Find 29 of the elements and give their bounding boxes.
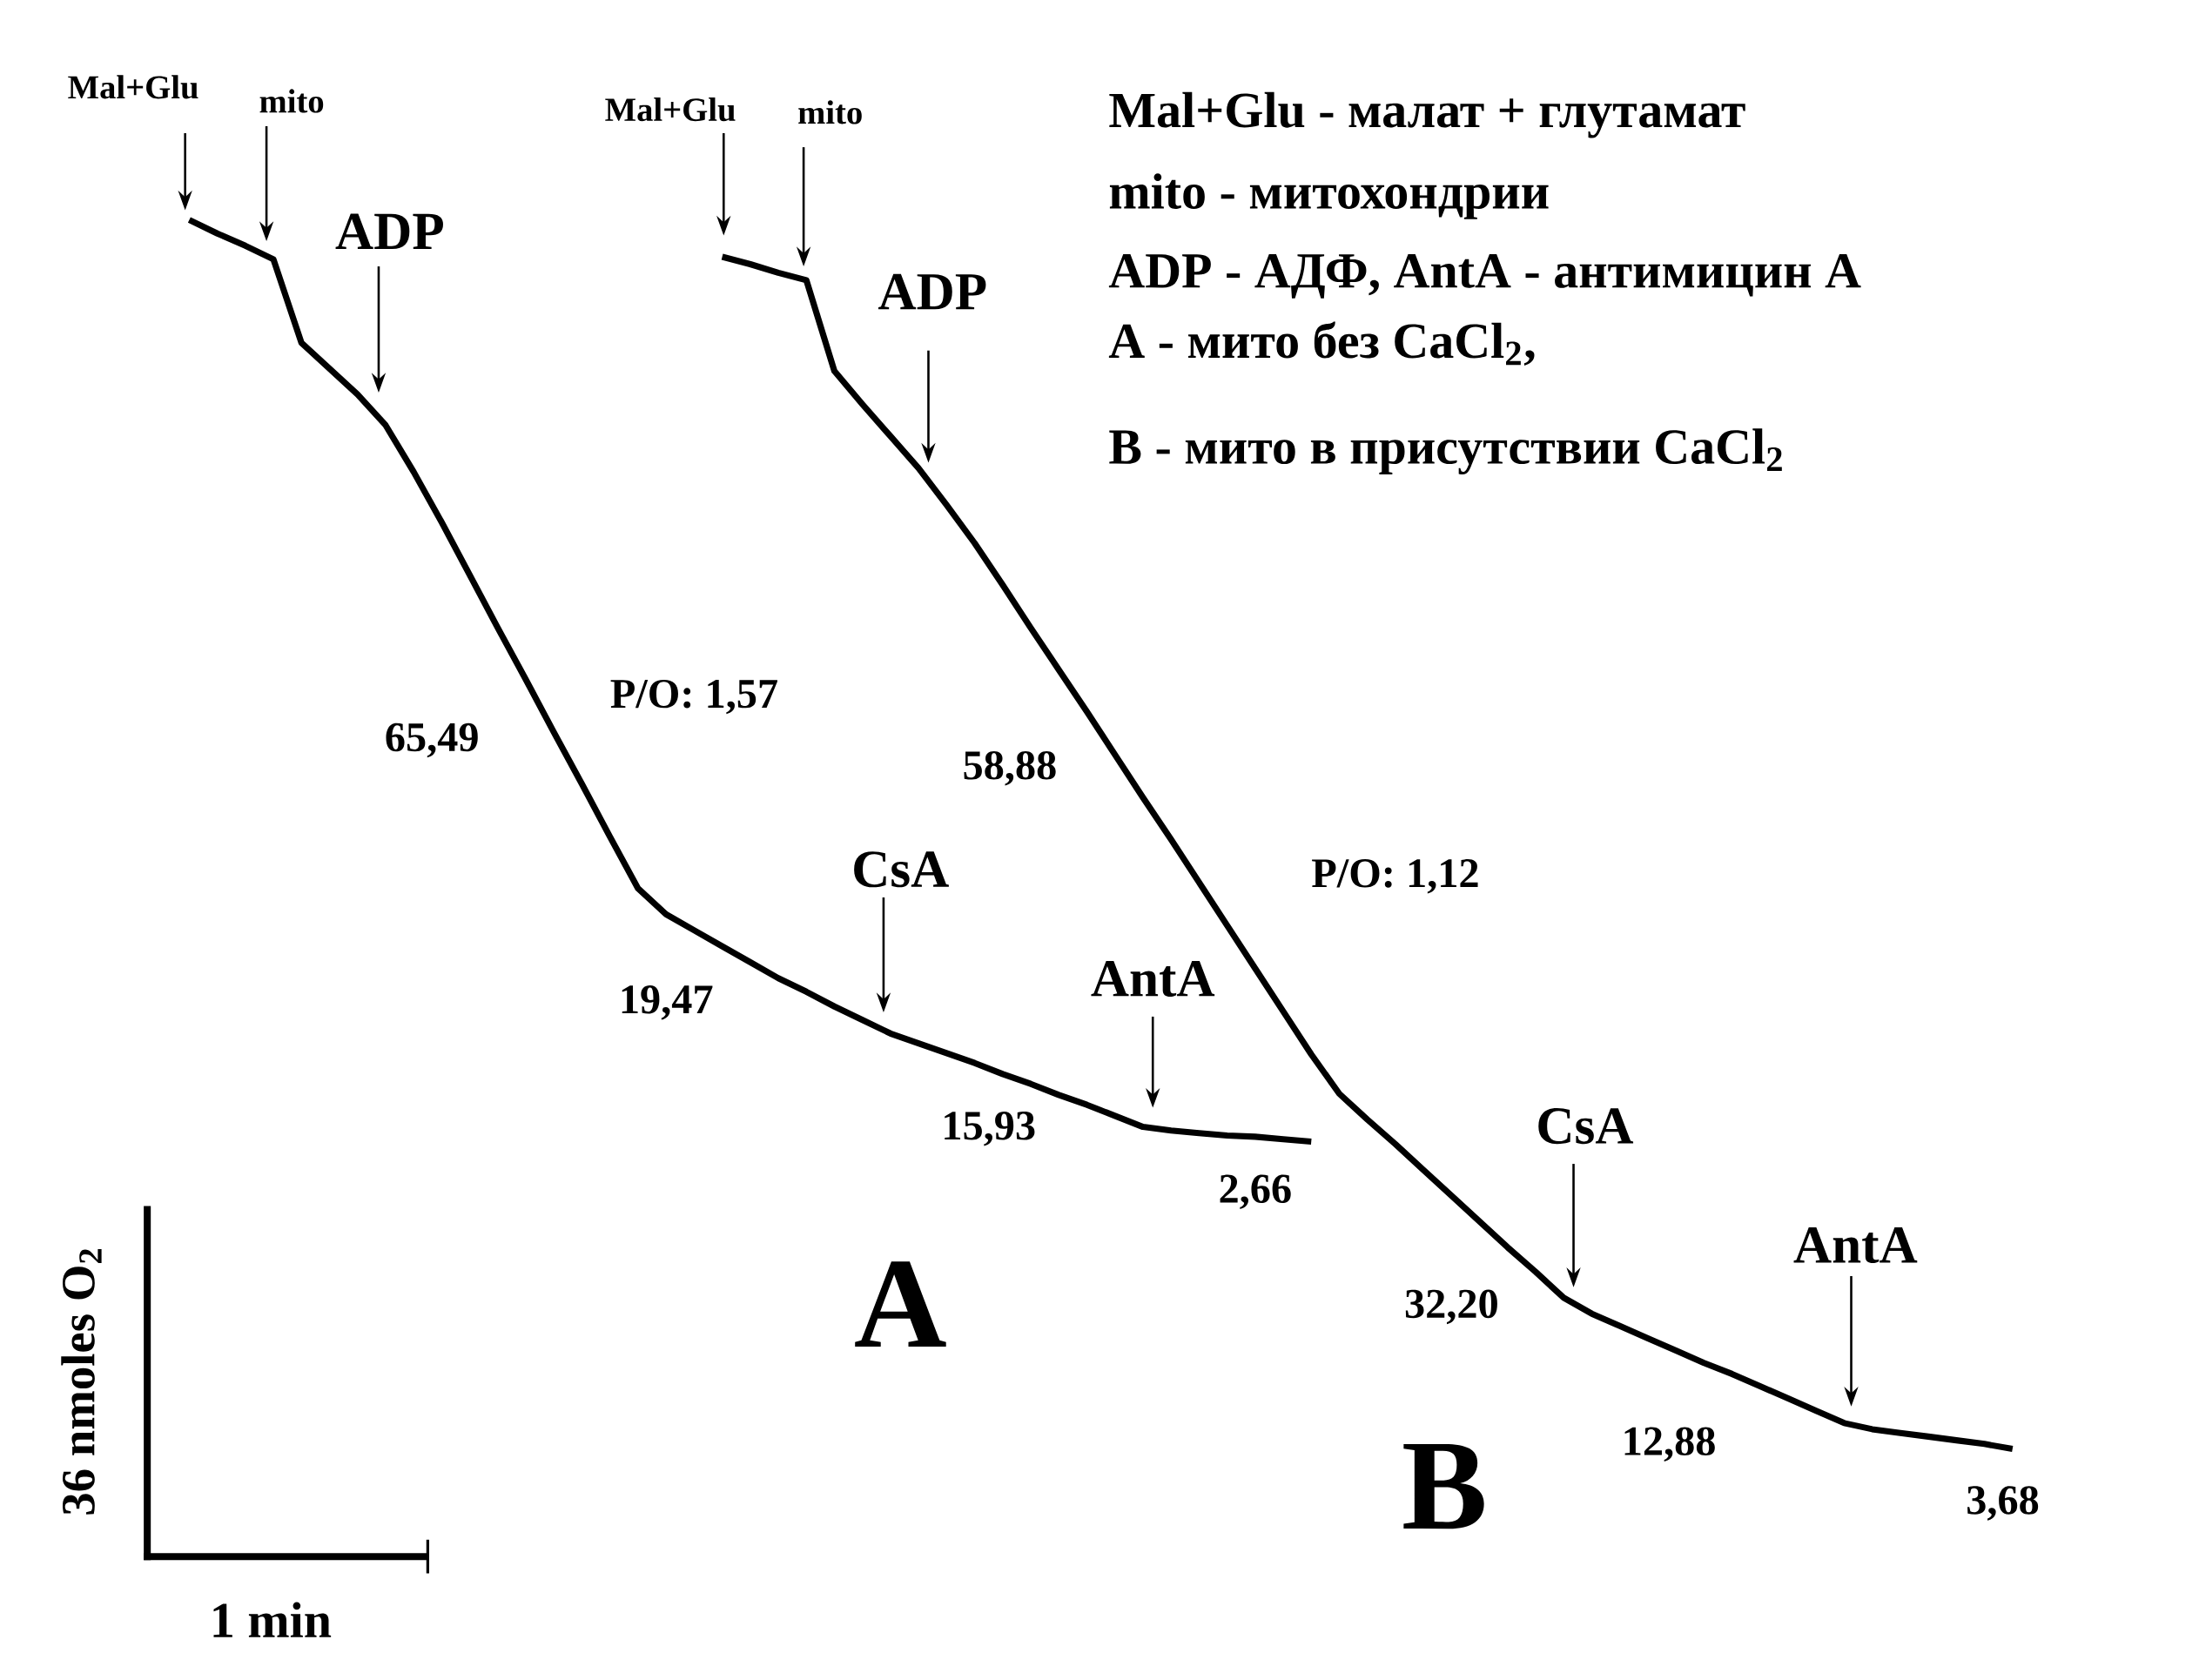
annotation: 12,88 — [1624, 1427, 1715, 1462]
annotation: 65,49 — [386, 722, 478, 758]
text: mito — [259, 89, 324, 113]
annotation: AntA — [1091, 961, 1215, 997]
text: Mal+Glu — [605, 97, 736, 122]
text: mito - митохондрии — [1109, 173, 1549, 219]
annotation: CsA — [854, 851, 949, 888]
annotation: 2,66 — [1220, 1174, 1291, 1210]
annotation: B — [1403, 1443, 1484, 1529]
annotation: B - мито в присутствии CaCl$_{2}$ — [1109, 428, 1782, 475]
text: Mal+Glu - малат + глутамат — [1109, 91, 1745, 138]
annotation: A - мито без CaCl$_{2}$, — [1108, 321, 1535, 366]
text: 1 min — [213, 1602, 332, 1637]
annotation: A — [855, 1261, 946, 1347]
text: Mal+Glu — [68, 75, 198, 99]
annotation: 32,20 — [1405, 1289, 1497, 1325]
annotation: ADP — [878, 273, 986, 310]
text: 36 nmoles O$_{2}$ — [61, 1249, 102, 1515]
annotation: 58,88 — [964, 751, 1056, 786]
annotation: AntA — [1793, 1227, 1918, 1264]
annotation: P/O: 1,57 — [610, 679, 777, 715]
annotation: CsA — [1538, 1108, 1634, 1145]
annotation: 15,93 — [945, 1112, 1035, 1146]
annotation: P/O: 1,12 — [1312, 859, 1478, 894]
text: 3,68 — [1967, 1486, 2039, 1521]
annotation: ADP — [335, 213, 443, 250]
text: mito — [798, 100, 862, 124]
annotation: 19,47 — [622, 985, 713, 1020]
annotation: ADP - АДФ, AntA - антимицин A — [1108, 254, 1861, 299]
